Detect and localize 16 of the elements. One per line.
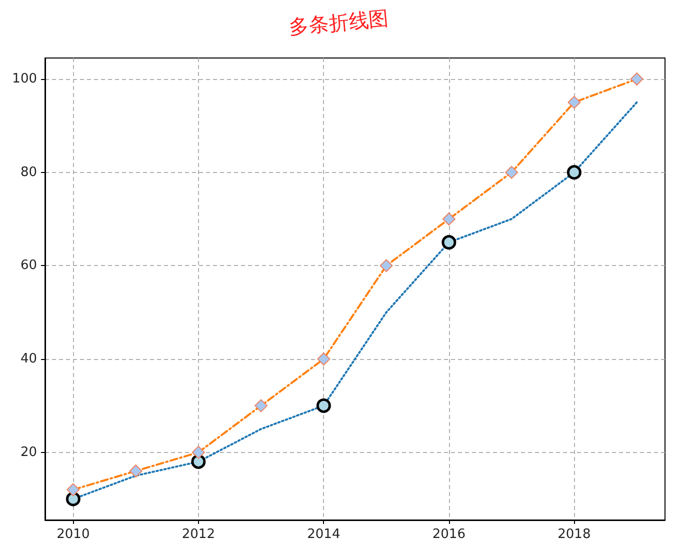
chart-title: 多条折线图 xyxy=(288,6,390,39)
y-tick-label: 100 xyxy=(12,72,37,86)
x-tick-label: 2012 xyxy=(182,527,215,542)
point xyxy=(316,398,331,413)
y-tick-label: 20 xyxy=(20,444,37,460)
x-tick-label: 2010 xyxy=(56,527,90,542)
y-tick-label: 60 xyxy=(20,258,37,274)
x-tick-label: 2014 xyxy=(307,527,340,542)
x-tick-label: 2016 xyxy=(432,527,466,542)
x-tick-label: 2018 xyxy=(558,527,591,542)
point xyxy=(66,492,80,506)
point xyxy=(566,165,582,180)
y-tick-label: 40 xyxy=(20,352,37,366)
point xyxy=(191,454,206,469)
y-tick-label: 80 xyxy=(20,164,37,180)
point xyxy=(442,235,456,250)
